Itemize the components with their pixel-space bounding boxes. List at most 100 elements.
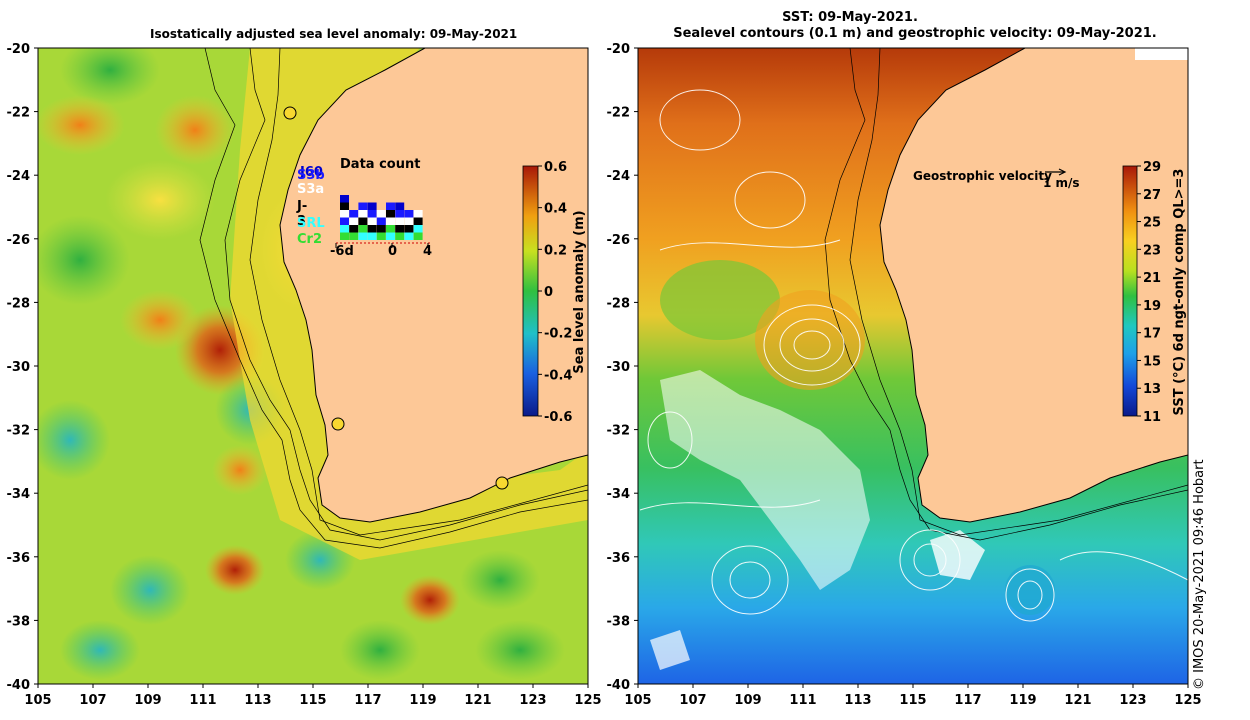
lon-tick-label: 121 bbox=[464, 693, 491, 708]
data-count-bar-segment bbox=[413, 217, 423, 225]
lon-tick-label: 121 bbox=[1064, 693, 1091, 708]
lat-tick-label: -28 bbox=[7, 296, 31, 311]
lon-tick-label: 125 bbox=[574, 693, 601, 708]
right-title-line1: SST: 09-May-2021. bbox=[782, 10, 918, 25]
colorbar-tick-label: 11 bbox=[1143, 410, 1161, 425]
data-count-bar-segment bbox=[395, 217, 405, 225]
lon-tick-label: 125 bbox=[1174, 693, 1201, 708]
data-count-bar-segment bbox=[367, 217, 377, 225]
lat-tick-label: -38 bbox=[7, 614, 31, 629]
lon-tick-label: 123 bbox=[519, 693, 546, 708]
left-lon-axis: 105 107 109 111 113 115 117 119 121 123 125 bbox=[24, 684, 602, 708]
data-count-bar-segment bbox=[340, 232, 349, 240]
data-count-bar-segment bbox=[386, 210, 395, 218]
lon-tick-label: 117 bbox=[354, 693, 381, 708]
lon-tick-label: 111 bbox=[789, 693, 816, 708]
lat-tick-label: -34 bbox=[607, 487, 631, 502]
right-lon-axis: 105 107 109 111 113 115 117 119 121 123 125 bbox=[624, 684, 1202, 708]
data-count-bar-segment bbox=[386, 232, 395, 240]
data-count-bar-segment bbox=[413, 210, 423, 218]
lat-tick-label: -20 bbox=[607, 42, 631, 57]
legend-cr2: Cr2 bbox=[297, 232, 322, 247]
legend-s3b: S3b bbox=[297, 168, 325, 183]
sst-colorbar-label: SST (°C) 6d ngt-only comp QL>=3 bbox=[1172, 169, 1187, 416]
data-count-bar-segment bbox=[340, 195, 349, 203]
colorbar-tick-label: 27 bbox=[1143, 188, 1161, 203]
lon-tick-label: 119 bbox=[1009, 693, 1036, 708]
right-lat-axis: -20 -22 -24 -26 -28 -30 -32 -34 -36 -38 -40 bbox=[607, 42, 638, 693]
data-count-bar-segment bbox=[386, 202, 395, 210]
lat-tick-label: -26 bbox=[7, 233, 31, 248]
data-count-bar-segment bbox=[349, 225, 359, 233]
data-count-bar-segment bbox=[376, 232, 386, 240]
data-count-bar-segment bbox=[376, 217, 386, 225]
lat-tick-label: -22 bbox=[7, 106, 31, 121]
dc-xtick-zero: 0 bbox=[388, 244, 398, 259]
colorbar-tick-label: 13 bbox=[1143, 382, 1161, 397]
data-count-bar-segment bbox=[386, 225, 395, 233]
imos-credit: © IMOS 20-May-2021 09:46 Hobart bbox=[1192, 459, 1207, 690]
data-count-bar-segment bbox=[404, 232, 414, 240]
colorbar-tick-label: 0.4 bbox=[544, 202, 567, 217]
lat-tick-label: -38 bbox=[607, 614, 631, 629]
lat-tick-label: -40 bbox=[607, 678, 631, 693]
colorbar-tick-label: 29 bbox=[1143, 160, 1161, 175]
lat-tick-label: -22 bbox=[607, 106, 631, 121]
data-count-bar-segment bbox=[404, 225, 414, 233]
lat-tick-label: -24 bbox=[7, 169, 31, 184]
colorbar-tick-label: 17 bbox=[1143, 327, 1161, 342]
data-count-bar-segment bbox=[367, 225, 377, 233]
colorbar-tick-label: 0.6 bbox=[544, 160, 567, 175]
data-count-bar-segment bbox=[349, 217, 359, 225]
lat-tick-label: -30 bbox=[607, 360, 631, 375]
data-count-bar-segment bbox=[358, 202, 368, 210]
data-count-bar-segment bbox=[413, 225, 423, 233]
lon-tick-label: 115 bbox=[299, 693, 326, 708]
data-count-bar-segment bbox=[358, 217, 368, 225]
lat-tick-label: -32 bbox=[607, 424, 631, 439]
data-count-bar-segment bbox=[404, 217, 414, 225]
lat-tick-label: -24 bbox=[607, 169, 631, 184]
lat-tick-label: -32 bbox=[7, 424, 31, 439]
data-count-bar-segment bbox=[413, 232, 423, 240]
colorbar-tick-label: 0 bbox=[544, 285, 553, 300]
dc-xtick-start: -6d bbox=[330, 244, 354, 259]
legend-srl: SRL bbox=[297, 216, 325, 231]
data-count-bar-segment bbox=[340, 225, 349, 233]
lon-tick-label: 107 bbox=[679, 693, 706, 708]
lon-tick-label: 111 bbox=[189, 693, 216, 708]
lon-tick-label: 123 bbox=[1119, 693, 1146, 708]
data-count-bar-segment bbox=[376, 210, 386, 218]
lon-tick-label: 109 bbox=[734, 693, 761, 708]
lon-tick-label: 115 bbox=[899, 693, 926, 708]
legend-j3: J-3 bbox=[297, 199, 308, 229]
lon-tick-label: 117 bbox=[954, 693, 981, 708]
lat-tick-label: -20 bbox=[7, 42, 31, 57]
data-count-bar-segment bbox=[376, 225, 386, 233]
sst-colorbar bbox=[1122, 165, 1138, 417]
lat-tick-label: -36 bbox=[607, 551, 631, 566]
sla-colorbar-label: Sea level anomaly (m) bbox=[572, 210, 587, 373]
lat-tick-label: -26 bbox=[607, 233, 631, 248]
colorbar-tick-label: 19 bbox=[1143, 299, 1161, 314]
lat-tick-label: -30 bbox=[7, 360, 31, 375]
velocity-key-label: Geostrophic velocity bbox=[913, 169, 1052, 183]
lat-tick-label: -36 bbox=[7, 551, 31, 566]
data-count-bar-segment bbox=[349, 210, 359, 218]
data-count-bar-segment bbox=[367, 210, 377, 218]
lon-tick-label: 113 bbox=[844, 693, 871, 708]
data-count-bar-segment bbox=[340, 217, 349, 225]
colorbar-tick-label: 0.2 bbox=[544, 243, 567, 258]
colorbar-tick-label: -0.4 bbox=[544, 368, 572, 383]
data-count-bar-segment bbox=[395, 210, 405, 218]
lon-tick-label: 109 bbox=[134, 693, 161, 708]
data-count-bar-segment bbox=[367, 232, 377, 240]
sla-map bbox=[38, 48, 588, 684]
data-count-bar-segment bbox=[404, 210, 414, 218]
lon-tick-label: 113 bbox=[244, 693, 271, 708]
data-count-bar-segment bbox=[340, 210, 349, 218]
colorbar-tick-label: -0.6 bbox=[544, 410, 572, 425]
data-count-bar-segment bbox=[358, 210, 368, 218]
sst-map bbox=[638, 48, 1188, 684]
